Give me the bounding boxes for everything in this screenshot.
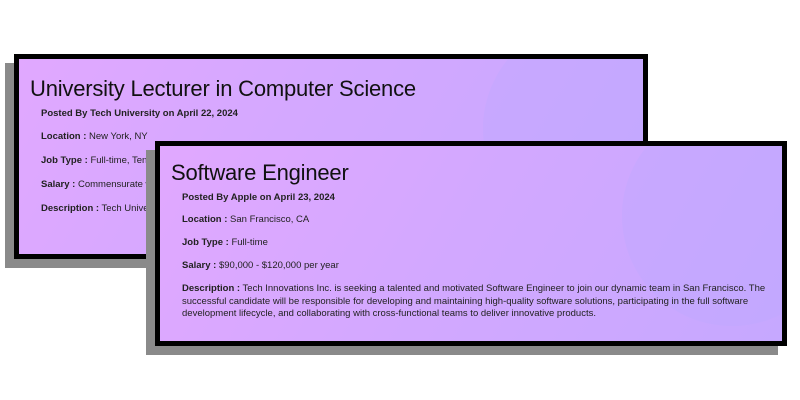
description-value: Tech Innovations Inc. is seeking a talen…: [182, 283, 766, 319]
job-type-label: Job Type :: [41, 155, 88, 166]
description-label: Description :: [182, 283, 241, 294]
job-title: Software Engineer: [171, 160, 349, 185]
job-card-software-engineer[interactable]: Software Engineer Posted By Apple on Apr…: [155, 141, 787, 346]
job-title: University Lecturer in Computer Science: [30, 76, 416, 101]
description-field: Description : Tech Innovations Inc. is s…: [182, 283, 782, 321]
salary-field: Salary : Commensurate with: [41, 179, 643, 191]
salary-label: Salary :: [182, 260, 217, 271]
location-label: Location :: [41, 131, 87, 142]
salary-value: $90,000 - $120,000 per year: [218, 260, 339, 271]
job-type-field: Job Type : Full-time, Tenure: [41, 155, 643, 167]
job-type-value: Full-time: [231, 237, 268, 248]
salary-label: Salary :: [41, 179, 76, 190]
job-type-label: Job Type :: [182, 237, 229, 248]
job-type-value: Full-time, Tenure: [90, 155, 162, 166]
salary-value: Commensurate with: [77, 179, 163, 190]
salary-field: Salary : $90,000 - $120,000 per year: [182, 260, 782, 272]
location-field: Location : New York, NY: [41, 131, 643, 143]
job-type-field: Job Type : Full-time: [182, 237, 782, 249]
location-field: Location : San Francisco, CA: [182, 214, 782, 226]
location-value: San Francisco, CA: [230, 214, 310, 225]
posted-by-line: Posted By Tech University on April 22, 2…: [41, 108, 238, 119]
description-label: Description :: [41, 203, 100, 214]
location-label: Location :: [182, 214, 228, 225]
posted-by-line: Posted By Apple on April 23, 2024: [182, 192, 335, 203]
location-value: New York, NY: [89, 131, 148, 142]
